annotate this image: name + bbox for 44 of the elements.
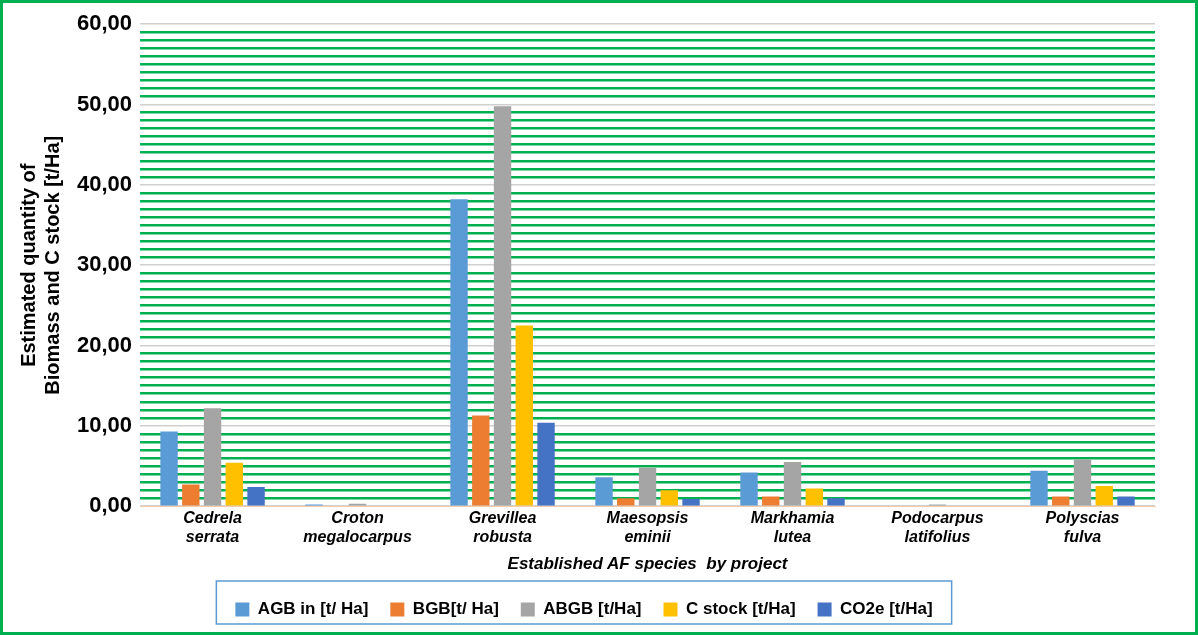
y-tick-label: 50,00: [76, 90, 133, 116]
y-tick-label: 30,00: [76, 251, 133, 277]
bar: [1117, 496, 1135, 506]
y-tick-label: 40,00: [76, 170, 133, 196]
bar: [225, 462, 243, 506]
bar: [160, 431, 178, 506]
bar: [472, 415, 490, 506]
bar: [537, 422, 555, 506]
y-tick-label: 0,00: [89, 492, 133, 518]
x-tick-label: Croton megalocarpus: [303, 509, 412, 546]
bar: [617, 498, 635, 506]
x-tick-label: Maesopsis eminii: [606, 509, 689, 546]
bar: [493, 106, 512, 506]
bar: [783, 462, 802, 506]
bar: [1073, 459, 1092, 506]
bar: [182, 484, 200, 506]
bar: [638, 467, 657, 506]
bar: [805, 488, 823, 506]
legend-label: BGB[t/ Ha]: [412, 599, 499, 619]
bar: [660, 490, 678, 506]
bar: [1095, 486, 1113, 506]
bar: [203, 408, 222, 506]
x-tick-label: Podocarpus latifolius: [891, 509, 984, 546]
bar: [450, 199, 468, 506]
bar: [247, 486, 265, 506]
legend-label: CO2e [t/Ha]: [840, 599, 933, 619]
bar: [682, 498, 700, 506]
legend-label: C stock [t/Ha]: [686, 599, 796, 619]
x-tick-label: Polyscias fulva: [1045, 509, 1120, 546]
x-axis-title: Established AF species by project: [507, 554, 789, 574]
bar: [515, 325, 533, 506]
x-tick-label: Markhamia lutea: [750, 509, 835, 546]
legend-label: ABGB [t/Ha]: [543, 599, 642, 619]
x-tick-label: Grevillea robusta: [468, 509, 537, 546]
y-tick-label: 60,00: [76, 10, 133, 36]
bar: [827, 498, 845, 506]
bar: [595, 477, 613, 506]
y-tick-label: 10,00: [76, 411, 133, 437]
y-tick-label: 20,00: [76, 331, 133, 357]
legend-label: AGB in [t/ Ha]: [257, 599, 369, 619]
x-tick-label: Cedrela serrata: [183, 509, 242, 546]
bar: [1030, 470, 1048, 506]
bar: [740, 472, 758, 506]
y-axis-title: Estimated quantity of Biomass and C stock [t/Ha]: [16, 135, 63, 395]
